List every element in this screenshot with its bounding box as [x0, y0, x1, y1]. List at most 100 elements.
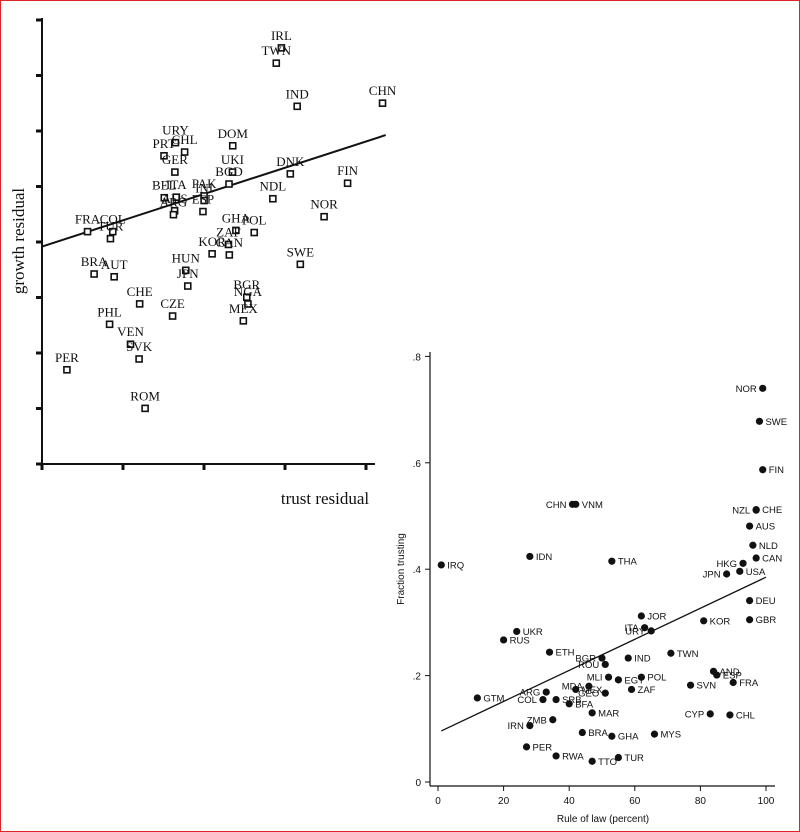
- chartA-point-bra: [90, 270, 98, 278]
- chartA-point-label-ini: INI: [195, 181, 213, 196]
- chartB-point-swe: [755, 417, 764, 425]
- chartB-point-label-tur: TUR: [624, 753, 644, 764]
- chartA-point-label-gha: GHA: [222, 210, 251, 225]
- chartB-point-kor: [700, 617, 708, 625]
- chartA-point-chl: [180, 148, 189, 156]
- chartB-point-gtm: [473, 694, 481, 702]
- chartB-point-label-mli: MLI: [587, 673, 603, 684]
- chartB-point-chl: [726, 711, 734, 719]
- chartB-point-label-jor: JOR: [647, 612, 666, 623]
- chartB-point-label-ind: IND: [634, 654, 651, 665]
- chartB-point-zmb: [549, 716, 557, 724]
- chartA-point-label-bel: BEL: [152, 178, 177, 193]
- chartB-point-label-rwa: RWA: [562, 751, 584, 762]
- chartB-point-mar: [588, 709, 596, 717]
- chartA-point-label-zaf: ZAF: [216, 224, 241, 239]
- chartB-point-label-nld: NLD: [759, 541, 778, 552]
- chartA-point-label-ger: GER: [162, 152, 188, 167]
- chartA-point-col: [108, 227, 117, 236]
- chartA-point-dnk: [286, 170, 295, 178]
- chartA-point-label-ita: ITA: [166, 177, 187, 192]
- chartA-point-ind: [293, 102, 301, 111]
- chartB-point-label-and: AND: [720, 667, 740, 678]
- chartB-point-zaf: [627, 685, 636, 694]
- chartB-point-label-usa: USA: [746, 567, 766, 578]
- chartB-point-nzl: [752, 506, 760, 514]
- chartB-x-tick-label: 20: [498, 796, 510, 807]
- chartA-point-ini: [200, 196, 208, 205]
- chartB-point-can: [752, 554, 760, 562]
- chartA-point-cze: [168, 312, 177, 320]
- chartB-point-label-ita: ITA: [625, 623, 640, 634]
- chartB-point-bra: [578, 728, 586, 737]
- chartA-point-label-bra: BRA: [81, 254, 108, 269]
- chartA-point-swe: [296, 260, 305, 269]
- chartB-point-irq: [437, 561, 445, 569]
- chartA-point-fra: [83, 227, 92, 236]
- chartA-point-arg: [169, 210, 178, 219]
- chartA-point-che: [135, 300, 144, 308]
- chartA-point-can: [225, 251, 234, 259]
- chartA-point-jpn: [183, 282, 192, 290]
- chartA-point-label-cze: CZE: [160, 296, 185, 311]
- chartB-y-tick-label: .4: [413, 565, 422, 576]
- chartB-background: [375, 340, 800, 832]
- chartB-point-usa: [736, 567, 744, 575]
- chartB-point-gbr: [746, 616, 754, 624]
- chartA-point-ury: [171, 138, 180, 147]
- chartA-point-label-per: PER: [55, 350, 79, 365]
- chartB-points: NOR SWE FIN CHE NZL AUS NLD CAN HKG USA JPN CHN VNM I…: [437, 384, 787, 768]
- chartA-point-fin: [343, 179, 352, 188]
- chartA-point-label-hun: HUN: [172, 250, 201, 265]
- chartA-point-label-pol: POL: [242, 213, 267, 228]
- chartB-point-tto: [588, 757, 596, 765]
- chartB-point-geo: [601, 689, 609, 697]
- chartA-point-label-rom: ROM: [130, 388, 160, 403]
- chartA-point-uki: [228, 168, 237, 176]
- chartA-point-label-ind: IND: [286, 86, 309, 101]
- chartB-point-deu: [746, 596, 754, 605]
- chartB-point-label-bfa: BFA: [575, 699, 594, 710]
- chartA-point-ven: [126, 340, 135, 349]
- chartB-point-label-twn: TWN: [677, 649, 699, 660]
- chartB-point-label-nzl: NZL: [732, 506, 750, 517]
- chartA-point-ita: [172, 193, 181, 201]
- chartB-point-label-mex: MEX: [582, 685, 603, 696]
- chartB-point-label-tha: THA: [618, 557, 638, 568]
- chartB-point-fin: [759, 466, 767, 474]
- chartB-point-label-gbr: GBR: [756, 615, 777, 626]
- chartA-point-label-aut: AUT: [101, 257, 128, 272]
- chartB-point-label-esp: ESP: [723, 671, 742, 682]
- chartB-point-label-tto: TTO: [598, 757, 617, 768]
- chartA-point-label-phl: PHL: [97, 304, 122, 319]
- chartB-point-nld: [749, 541, 757, 549]
- chartB-point-label-ury: URY: [625, 626, 646, 637]
- chartA-point-ndl: [269, 194, 277, 203]
- chartB-point-label-per: PER: [533, 742, 553, 753]
- chartA-point-label-jpn: JPN: [177, 266, 199, 281]
- chartB-y-tick-label: .6: [413, 459, 422, 470]
- chartB-y-axis-label: Fraction trusting: [396, 533, 407, 605]
- chartB-point-eth: [545, 648, 554, 656]
- chartA-point-irl: [277, 44, 286, 52]
- chartB-point-label-irn: IRN: [507, 721, 524, 732]
- chartB-point-mli: [604, 673, 613, 681]
- chartB-point-label-deu: DEU: [756, 596, 776, 607]
- chartB-point-rou: [601, 660, 609, 669]
- chartA-point-label-prt: PRT: [152, 136, 175, 151]
- chartA-point-label-fin: FIN: [337, 163, 359, 178]
- chartB-point-label-arg: ARG: [520, 688, 541, 699]
- chartA-point-nor: [320, 212, 328, 221]
- chartA-point-label-esp: ESP: [192, 192, 214, 207]
- chartA-point-dom: [228, 141, 237, 150]
- chartB-point-egy: [614, 676, 623, 684]
- chartB-point-vnm: [572, 500, 580, 508]
- chartB-point-label-ukr: UKR: [523, 627, 543, 638]
- chartB-point-label-fin: FIN: [769, 465, 784, 476]
- chartA-point-nga: [244, 300, 252, 308]
- chartB-point-label-zaf: ZAF: [638, 685, 656, 696]
- chartA-point-label-chn: CHN: [369, 83, 397, 98]
- chartA-point-label-pak: PAK: [192, 176, 217, 191]
